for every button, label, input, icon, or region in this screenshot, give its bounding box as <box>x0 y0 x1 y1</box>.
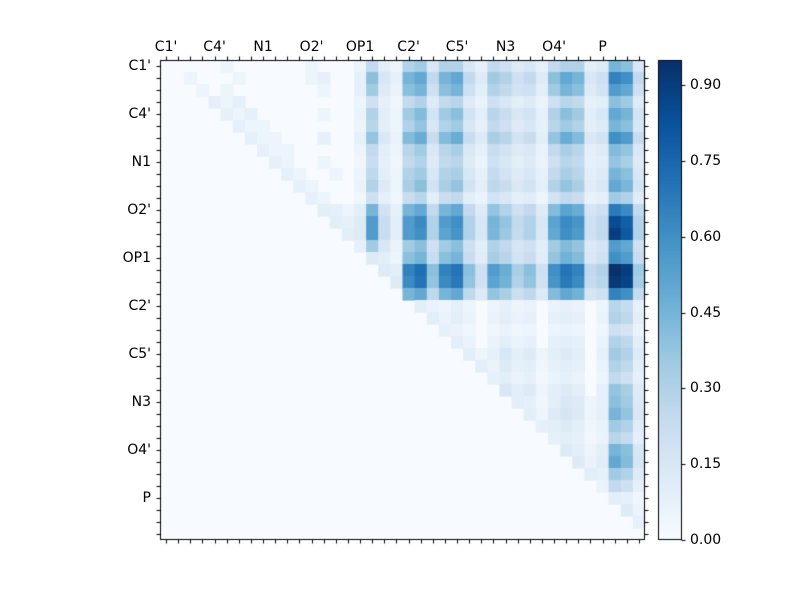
y-axis-label: C1' <box>128 58 151 74</box>
x-axis-label: C1' <box>154 39 178 55</box>
x-axis-label: O4' <box>542 39 566 55</box>
y-axis-label: OP1 <box>122 250 151 266</box>
y-axis-label: C5' <box>128 346 151 362</box>
y-axis-label: P <box>142 490 151 506</box>
y-axis-label: C2' <box>128 298 151 314</box>
x-axis-label: P <box>598 39 607 55</box>
x-axis-label: C4' <box>203 39 226 55</box>
x-axis-label: C5' <box>445 39 469 55</box>
y-axis-label: O2' <box>127 202 151 218</box>
colorbar-tick-label: 0.15 <box>690 456 722 473</box>
colorbar-tick-label: 0.30 <box>690 380 722 397</box>
x-axis-label: N3 <box>495 39 516 55</box>
colorbar-tick-label: 0.00 <box>690 532 722 548</box>
y-axis-label: N1 <box>131 154 151 170</box>
y-axis-label: O4' <box>127 442 151 458</box>
x-axis-label: N1 <box>253 39 273 55</box>
colorbar-tick-label: 0.90 <box>690 77 722 94</box>
colorbar-tick-label: 0.45 <box>690 304 722 321</box>
y-axis-label: C4' <box>128 106 151 122</box>
y-axis-label: N3 <box>131 394 151 410</box>
x-axis-label: O2' <box>299 39 324 55</box>
x-axis-label: C2' <box>397 39 420 55</box>
x-axis-label: OP1 <box>345 39 375 55</box>
colorbar-tick-label: 0.75 <box>690 153 722 170</box>
colorbar-tick-label: 0.60 <box>690 228 722 245</box>
